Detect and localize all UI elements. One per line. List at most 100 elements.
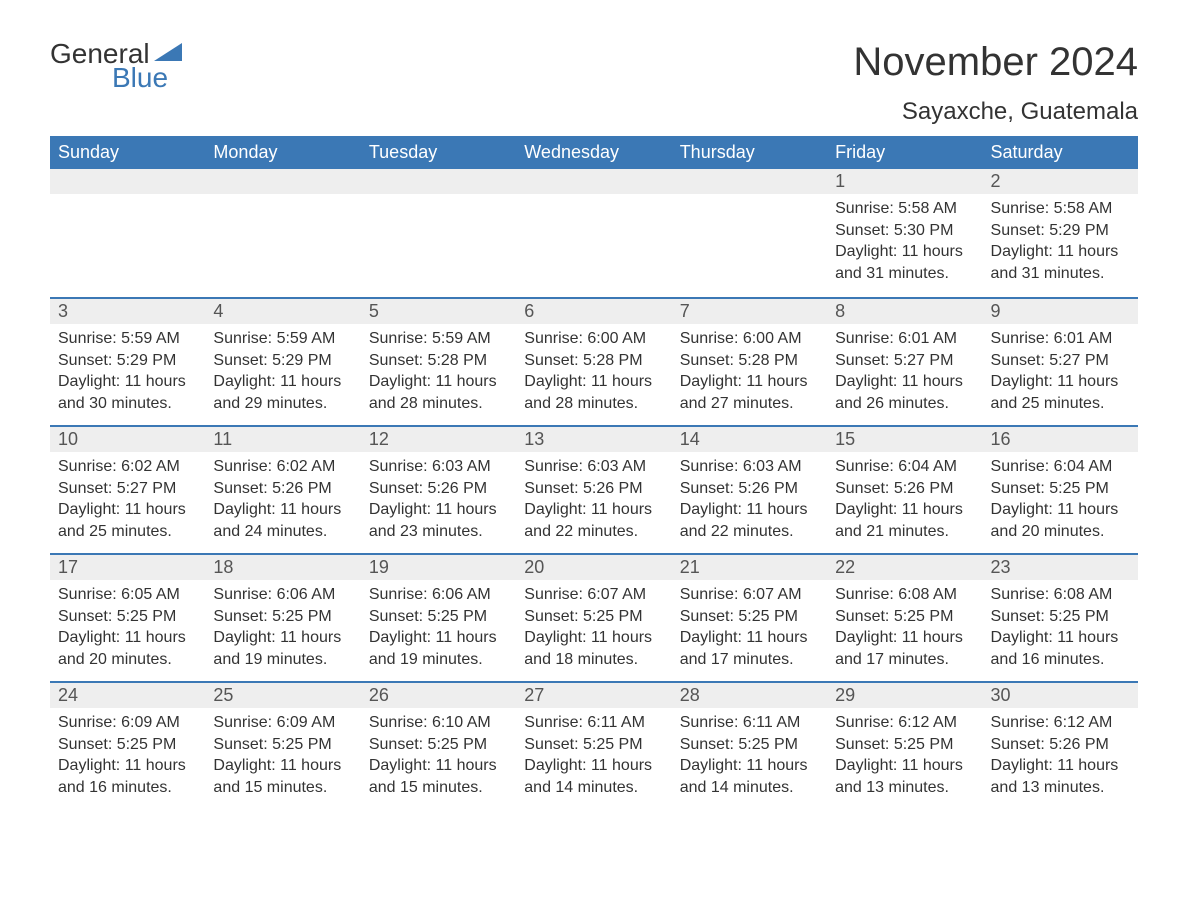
calendar-day-cell <box>361 169 516 297</box>
sunrise-line: Sunrise: 6:00 AM <box>524 328 663 350</box>
sunset-line: Sunset: 5:25 PM <box>680 734 819 756</box>
day-number: 1 <box>827 169 982 194</box>
day-number: 11 <box>205 425 360 452</box>
calendar-week-row: 3Sunrise: 5:59 AMSunset: 5:29 PMDaylight… <box>50 297 1138 425</box>
day-number: 6 <box>516 297 671 324</box>
sunrise-line: Sunrise: 6:06 AM <box>213 584 352 606</box>
day-details: Sunrise: 6:04 AMSunset: 5:26 PMDaylight:… <box>827 452 982 546</box>
sunrise-line: Sunrise: 5:59 AM <box>369 328 508 350</box>
daylight-line: Daylight: 11 hours and 26 minutes. <box>835 371 974 414</box>
calendar-day-cell: 13Sunrise: 6:03 AMSunset: 5:26 PMDayligh… <box>516 425 671 553</box>
day-details <box>205 194 360 202</box>
calendar-week-row: 24Sunrise: 6:09 AMSunset: 5:25 PMDayligh… <box>50 681 1138 809</box>
day-details: Sunrise: 6:00 AMSunset: 5:28 PMDaylight:… <box>672 324 827 418</box>
daylight-line: Daylight: 11 hours and 22 minutes. <box>524 499 663 542</box>
sunset-line: Sunset: 5:25 PM <box>524 606 663 628</box>
sunset-line: Sunset: 5:27 PM <box>58 478 197 500</box>
day-details: Sunrise: 6:08 AMSunset: 5:25 PMDaylight:… <box>983 580 1138 674</box>
day-number: 16 <box>983 425 1138 452</box>
sunset-line: Sunset: 5:25 PM <box>680 606 819 628</box>
day-details: Sunrise: 5:59 AMSunset: 5:29 PMDaylight:… <box>50 324 205 418</box>
calendar-day-cell: 14Sunrise: 6:03 AMSunset: 5:26 PMDayligh… <box>672 425 827 553</box>
sunset-line: Sunset: 5:26 PM <box>835 478 974 500</box>
daylight-line: Daylight: 11 hours and 15 minutes. <box>213 755 352 798</box>
sunrise-line: Sunrise: 6:01 AM <box>991 328 1130 350</box>
day-number: 26 <box>361 681 516 708</box>
calendar-day-cell: 26Sunrise: 6:10 AMSunset: 5:25 PMDayligh… <box>361 681 516 809</box>
sunrise-line: Sunrise: 6:02 AM <box>213 456 352 478</box>
calendar-day-cell: 30Sunrise: 6:12 AMSunset: 5:26 PMDayligh… <box>983 681 1138 809</box>
sunset-line: Sunset: 5:25 PM <box>524 734 663 756</box>
daylight-line: Daylight: 11 hours and 14 minutes. <box>680 755 819 798</box>
day-details: Sunrise: 6:08 AMSunset: 5:25 PMDaylight:… <box>827 580 982 674</box>
daylight-line: Daylight: 11 hours and 19 minutes. <box>369 627 508 670</box>
calendar-day-cell: 22Sunrise: 6:08 AMSunset: 5:25 PMDayligh… <box>827 553 982 681</box>
weekday-header: Monday <box>205 136 360 169</box>
sunrise-line: Sunrise: 6:11 AM <box>524 712 663 734</box>
day-details: Sunrise: 6:02 AMSunset: 5:26 PMDaylight:… <box>205 452 360 546</box>
sunrise-line: Sunrise: 6:08 AM <box>835 584 974 606</box>
calendar-day-cell: 29Sunrise: 6:12 AMSunset: 5:25 PMDayligh… <box>827 681 982 809</box>
day-details: Sunrise: 6:10 AMSunset: 5:25 PMDaylight:… <box>361 708 516 802</box>
day-number <box>516 169 671 194</box>
sunset-line: Sunset: 5:25 PM <box>213 734 352 756</box>
calendar-day-cell: 2Sunrise: 5:58 AMSunset: 5:29 PMDaylight… <box>983 169 1138 297</box>
calendar-day-cell: 5Sunrise: 5:59 AMSunset: 5:28 PMDaylight… <box>361 297 516 425</box>
weekday-header-row: SundayMondayTuesdayWednesdayThursdayFrid… <box>50 136 1138 169</box>
day-number: 13 <box>516 425 671 452</box>
weekday-header: Wednesday <box>516 136 671 169</box>
sunset-line: Sunset: 5:25 PM <box>369 606 508 628</box>
sunset-line: Sunset: 5:25 PM <box>835 734 974 756</box>
day-details: Sunrise: 6:11 AMSunset: 5:25 PMDaylight:… <box>516 708 671 802</box>
day-details: Sunrise: 6:06 AMSunset: 5:25 PMDaylight:… <box>361 580 516 674</box>
sunrise-line: Sunrise: 5:58 AM <box>991 198 1130 220</box>
calendar-day-cell: 24Sunrise: 6:09 AMSunset: 5:25 PMDayligh… <box>50 681 205 809</box>
day-details: Sunrise: 5:59 AMSunset: 5:28 PMDaylight:… <box>361 324 516 418</box>
calendar-day-cell: 23Sunrise: 6:08 AMSunset: 5:25 PMDayligh… <box>983 553 1138 681</box>
sunrise-line: Sunrise: 6:11 AM <box>680 712 819 734</box>
daylight-line: Daylight: 11 hours and 13 minutes. <box>835 755 974 798</box>
day-number: 12 <box>361 425 516 452</box>
day-details: Sunrise: 6:00 AMSunset: 5:28 PMDaylight:… <box>516 324 671 418</box>
day-details: Sunrise: 6:04 AMSunset: 5:25 PMDaylight:… <box>983 452 1138 546</box>
day-details <box>361 194 516 202</box>
day-details: Sunrise: 6:03 AMSunset: 5:26 PMDaylight:… <box>516 452 671 546</box>
calendar-day-cell: 27Sunrise: 6:11 AMSunset: 5:25 PMDayligh… <box>516 681 671 809</box>
day-number: 3 <box>50 297 205 324</box>
day-number: 9 <box>983 297 1138 324</box>
weekday-header: Friday <box>827 136 982 169</box>
sunset-line: Sunset: 5:26 PM <box>524 478 663 500</box>
sunset-line: Sunset: 5:27 PM <box>835 350 974 372</box>
brand-logo: General Blue <box>50 40 182 92</box>
day-number: 19 <box>361 553 516 580</box>
day-number: 10 <box>50 425 205 452</box>
day-number: 25 <box>205 681 360 708</box>
day-number: 22 <box>827 553 982 580</box>
daylight-line: Daylight: 11 hours and 18 minutes. <box>524 627 663 670</box>
day-number: 23 <box>983 553 1138 580</box>
brand-word-b: Blue <box>112 64 182 92</box>
sunrise-line: Sunrise: 5:59 AM <box>58 328 197 350</box>
sunset-line: Sunset: 5:25 PM <box>369 734 508 756</box>
weekday-header: Saturday <box>983 136 1138 169</box>
calendar-day-cell: 11Sunrise: 6:02 AMSunset: 5:26 PMDayligh… <box>205 425 360 553</box>
sunrise-line: Sunrise: 6:05 AM <box>58 584 197 606</box>
sunset-line: Sunset: 5:28 PM <box>524 350 663 372</box>
day-details: Sunrise: 6:03 AMSunset: 5:26 PMDaylight:… <box>361 452 516 546</box>
day-number: 29 <box>827 681 982 708</box>
sunset-line: Sunset: 5:25 PM <box>58 606 197 628</box>
sunrise-line: Sunrise: 6:04 AM <box>991 456 1130 478</box>
sunrise-line: Sunrise: 5:58 AM <box>835 198 974 220</box>
day-details: Sunrise: 6:01 AMSunset: 5:27 PMDaylight:… <box>983 324 1138 418</box>
day-details <box>516 194 671 202</box>
sunrise-line: Sunrise: 6:03 AM <box>524 456 663 478</box>
calendar-day-cell: 19Sunrise: 6:06 AMSunset: 5:25 PMDayligh… <box>361 553 516 681</box>
calendar-week-row: 1Sunrise: 5:58 AMSunset: 5:30 PMDaylight… <box>50 169 1138 297</box>
day-details: Sunrise: 6:09 AMSunset: 5:25 PMDaylight:… <box>205 708 360 802</box>
calendar-day-cell: 1Sunrise: 5:58 AMSunset: 5:30 PMDaylight… <box>827 169 982 297</box>
sunrise-line: Sunrise: 5:59 AM <box>213 328 352 350</box>
page-title: November 2024 <box>853 40 1138 85</box>
day-details: Sunrise: 6:12 AMSunset: 5:25 PMDaylight:… <box>827 708 982 802</box>
sunset-line: Sunset: 5:26 PM <box>991 734 1130 756</box>
sunset-line: Sunset: 5:25 PM <box>58 734 197 756</box>
